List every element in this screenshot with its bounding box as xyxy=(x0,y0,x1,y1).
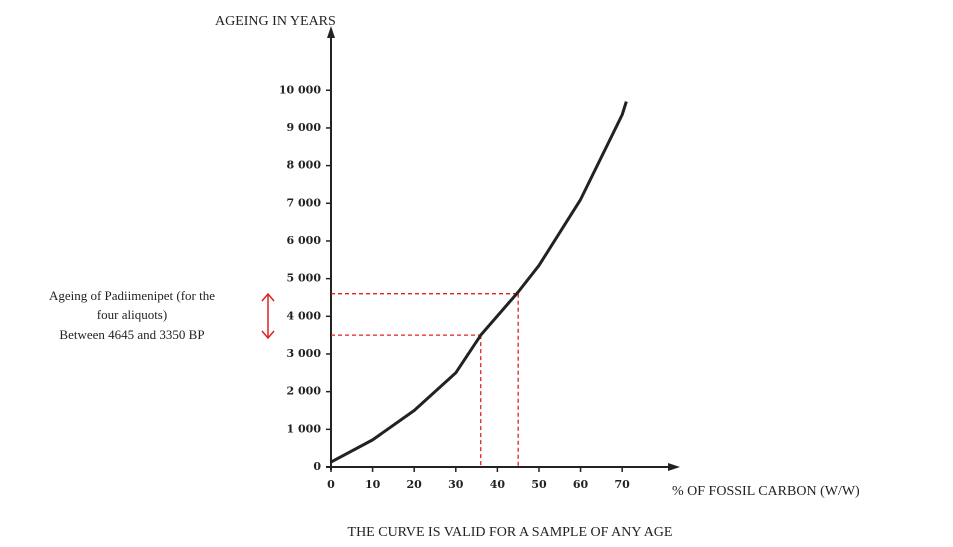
y-tick-label: 3 000 xyxy=(287,347,322,360)
x-tick-label: 10 xyxy=(365,478,381,491)
x-tick-label: 30 xyxy=(448,478,464,491)
x-tick-label: 50 xyxy=(531,478,547,491)
x-tick-label: 0 xyxy=(327,478,335,491)
x-tick-label: 70 xyxy=(615,478,631,491)
annotation: Between 4645 and 3350 BP xyxy=(59,327,204,342)
caption: THE CURVE IS VALID FOR A SAMPLE OF ANY A… xyxy=(348,525,673,540)
axes xyxy=(326,26,680,471)
annotation: four aliquots) xyxy=(97,307,167,322)
y-axis-label: AGEING IN YEARS xyxy=(215,14,336,29)
y-tick-label: 7 000 xyxy=(287,196,322,209)
x-tick-label: 20 xyxy=(407,478,423,491)
x-tick-label: 40 xyxy=(490,478,506,491)
y-tick-label: 1 000 xyxy=(287,422,322,435)
y-tick-label: 4 000 xyxy=(287,309,322,322)
annotation: Ageing of Padiimenipet (for the xyxy=(49,288,215,303)
y-tick-label: 8 000 xyxy=(287,159,322,172)
x-tick-label: 60 xyxy=(573,478,589,491)
x-axis-label: % OF FOSSIL CARBON (W/W) xyxy=(672,484,860,499)
data-line xyxy=(330,101,628,464)
y-tick-label: 5 000 xyxy=(287,272,322,285)
range-arrow xyxy=(261,292,275,340)
y-tick-label: 10 000 xyxy=(279,83,321,96)
y-tick-label: 6 000 xyxy=(287,234,322,247)
y-tick-label: 0 xyxy=(313,460,321,473)
y-tick-label: 9 000 xyxy=(287,121,322,134)
y-tick-label: 2 000 xyxy=(287,385,322,398)
